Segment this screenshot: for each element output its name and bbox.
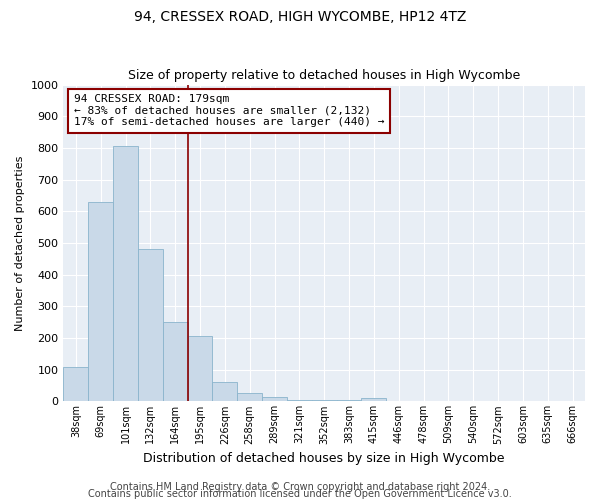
Title: Size of property relative to detached houses in High Wycombe: Size of property relative to detached ho… [128,69,520,82]
Text: 94 CRESSEX ROAD: 179sqm
← 83% of detached houses are smaller (2,132)
17% of semi: 94 CRESSEX ROAD: 179sqm ← 83% of detache… [74,94,385,128]
X-axis label: Distribution of detached houses by size in High Wycombe: Distribution of detached houses by size … [143,452,505,465]
Bar [64,366,88,402]
Text: 94, CRESSEX ROAD, HIGH WYCOMBE, HP12 4TZ: 94, CRESSEX ROAD, HIGH WYCOMBE, HP12 4TZ [134,10,466,24]
Bar [163,322,188,402]
Bar [212,382,237,402]
Bar [113,146,138,402]
Bar [262,396,287,402]
Bar [287,400,312,402]
Bar [312,400,337,402]
Y-axis label: Number of detached properties: Number of detached properties [15,156,25,330]
Text: Contains HM Land Registry data © Crown copyright and database right 2024.: Contains HM Land Registry data © Crown c… [110,482,490,492]
Bar [361,398,386,402]
Text: Contains public sector information licensed under the Open Government Licence v3: Contains public sector information licen… [88,489,512,499]
Bar [188,336,212,402]
Bar [88,202,113,402]
Bar [337,400,361,402]
Bar [237,394,262,402]
Bar [138,250,163,402]
